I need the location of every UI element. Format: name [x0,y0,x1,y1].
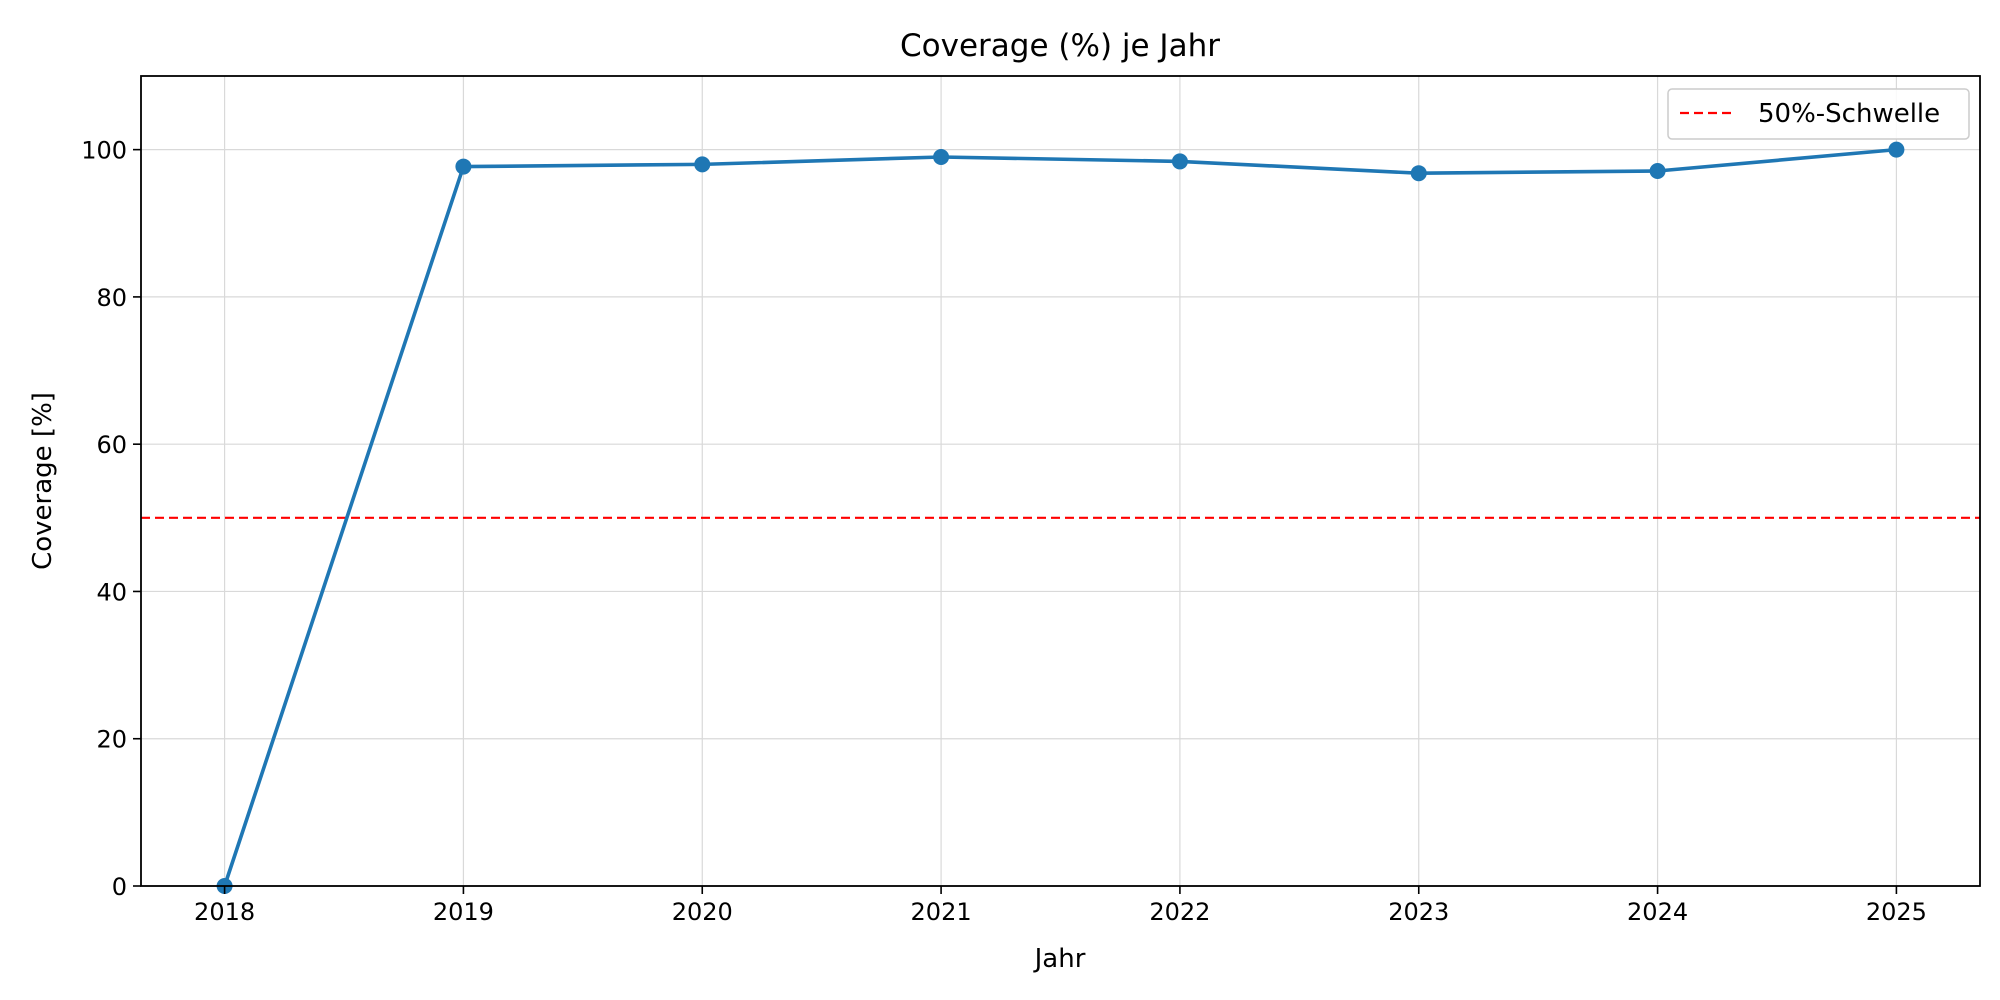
x-tick-label: 2019 [433,898,494,926]
x-axis-label: Jahr [1033,944,1086,974]
y-tick-label: 0 [112,873,127,901]
y-tick-label: 80 [96,284,127,312]
data-point-2022 [1171,153,1188,170]
y-tick-layer: 0 20 40 60 80 100 [81,137,141,901]
legend: 50%-Schwelle [1667,88,1970,140]
x-tick-label: 2021 [911,898,972,926]
series-layer [216,141,1905,894]
data-point-2021 [933,149,950,165]
chart-title: Coverage (%) je Jahr [900,28,1220,64]
axes-frame [140,75,1981,887]
y-axis-label: Coverage [%] [28,392,58,570]
data-point-2023 [1410,165,1427,182]
x-tick-label: 2022 [1149,898,1210,926]
grid-layer [141,76,1980,887]
x-tick-label: 2023 [1388,898,1449,926]
data-point-2020 [694,156,711,173]
x-tick-label: 2024 [1627,898,1688,926]
y-tick-label: 40 [96,578,127,606]
data-point-2025 [1888,141,1905,158]
y-tick-label: 20 [96,726,127,754]
y-tick-label: 60 [96,431,127,459]
y-tick-label: 100 [81,137,127,165]
legend-label-threshold: 50%-Schwelle [1758,99,1940,129]
data-point-2019 [455,158,472,175]
x-tick-layer: 2018 2019 2020 2021 2022 2023 2024 2025 [194,886,1927,926]
x-tick-label: 2018 [194,898,255,926]
data-point-2024 [1649,162,1666,179]
series-line [222,147,1897,887]
legend-frame [1667,88,1970,140]
x-tick-label: 2025 [1866,898,1927,926]
x-tick-label: 2020 [672,898,733,926]
